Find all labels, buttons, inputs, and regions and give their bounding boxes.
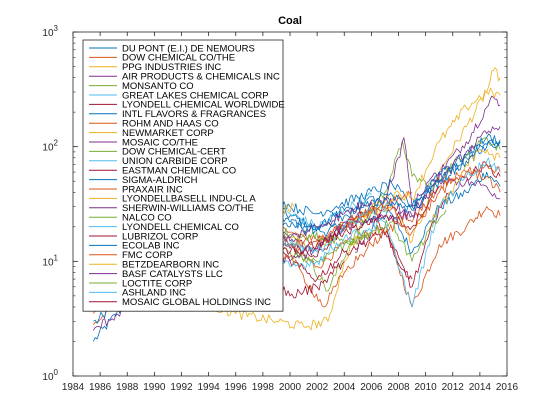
x-tick-label: 2008 bbox=[387, 382, 410, 393]
legend-label: LUBRIZOL CORP bbox=[122, 231, 198, 242]
legend-label: ASHLAND INC bbox=[122, 288, 186, 299]
x-tick-label: 2016 bbox=[496, 382, 519, 393]
legend-label: DOW CHEMICAL-CERT bbox=[122, 147, 226, 158]
legend-label: PPG INDUSTRIES INC bbox=[122, 62, 221, 73]
x-tick-label: 1990 bbox=[143, 382, 166, 393]
legend-label: EASTMAN CHEMICAL CO bbox=[122, 166, 236, 177]
legend-label: MONSANTO CO bbox=[122, 81, 194, 92]
x-tick-label: 1986 bbox=[89, 382, 112, 393]
x-tick-label: 2014 bbox=[469, 382, 492, 393]
x-tick-label: 1994 bbox=[198, 382, 221, 393]
legend-label: ECOLAB INC bbox=[122, 241, 180, 252]
x-axis: 1984 1986 1988 1990 1992 1994 1996 1998 2000 2002… bbox=[62, 32, 519, 393]
legend-label: SIGMA-ALDRICH bbox=[122, 175, 198, 186]
x-tick-label: 2000 bbox=[279, 382, 302, 393]
series-line bbox=[355, 137, 501, 253]
legend-label: MOSAIC GLOBAL HOLDINGS INC bbox=[122, 297, 271, 308]
x-tick-label: 1992 bbox=[170, 382, 193, 393]
legend-label: DOW CHEMICAL CO/THE bbox=[122, 53, 235, 64]
legend-label: NEWMARKET CORP bbox=[122, 128, 214, 139]
legend-label: ROHM AND HAAS CO bbox=[122, 119, 219, 130]
legend-label: GREAT LAKES CHEMICAL CORP bbox=[122, 90, 269, 101]
y-tick-exponent: 3 bbox=[54, 24, 59, 33]
x-tick-label: 2006 bbox=[360, 382, 383, 393]
x-tick-label: 2010 bbox=[415, 382, 438, 393]
legend-label: BASF CATALYSTS LLC bbox=[122, 269, 223, 280]
x-tick-label: 1996 bbox=[225, 382, 248, 393]
x-tick-label: 1984 bbox=[62, 382, 85, 393]
legend-label: INTL FLAVORS & FRAGRANCES bbox=[122, 109, 266, 120]
y-tick-exponent: 1 bbox=[54, 253, 59, 262]
chart-title: Coal bbox=[278, 15, 302, 27]
x-tick-label: 2012 bbox=[442, 382, 465, 393]
legend-label: AIR PRODUCTS & CHEMICALS INC bbox=[122, 72, 280, 83]
legend-label: PRAXAIR INC bbox=[122, 184, 183, 195]
legend-label: LYONDELL CHEMICAL WORLDWIDE bbox=[122, 100, 285, 111]
x-tick-label: 1998 bbox=[252, 382, 275, 393]
y-tick-exponent: 2 bbox=[54, 139, 59, 148]
legend-label: DU PONT (E.I.) DE NEMOURS bbox=[122, 43, 255, 54]
legend-label: UNION CARBIDE CORP bbox=[122, 156, 228, 167]
series-line bbox=[296, 137, 501, 292]
x-tick-label: 2002 bbox=[306, 382, 329, 393]
legend-label: LYONDELL CHEMICAL CO bbox=[122, 222, 239, 233]
legend-label: MOSAIC CO/THE bbox=[122, 137, 198, 148]
legend-label: FMC CORP bbox=[122, 250, 173, 261]
x-tick-label: 2004 bbox=[333, 382, 356, 393]
legend-label: LYONDELLBASELL INDU-CL A bbox=[122, 194, 256, 205]
legend-label: LOCTITE CORP bbox=[122, 278, 192, 289]
legend-label: BETZDEARBORN INC bbox=[122, 260, 219, 271]
y-tick-exponent: 0 bbox=[54, 368, 59, 377]
x-tick-label: 1988 bbox=[116, 382, 139, 393]
legend-label: NALCO CO bbox=[122, 213, 172, 224]
legend-label: SHERWIN-WILLIAMS CO/THE bbox=[122, 203, 254, 214]
